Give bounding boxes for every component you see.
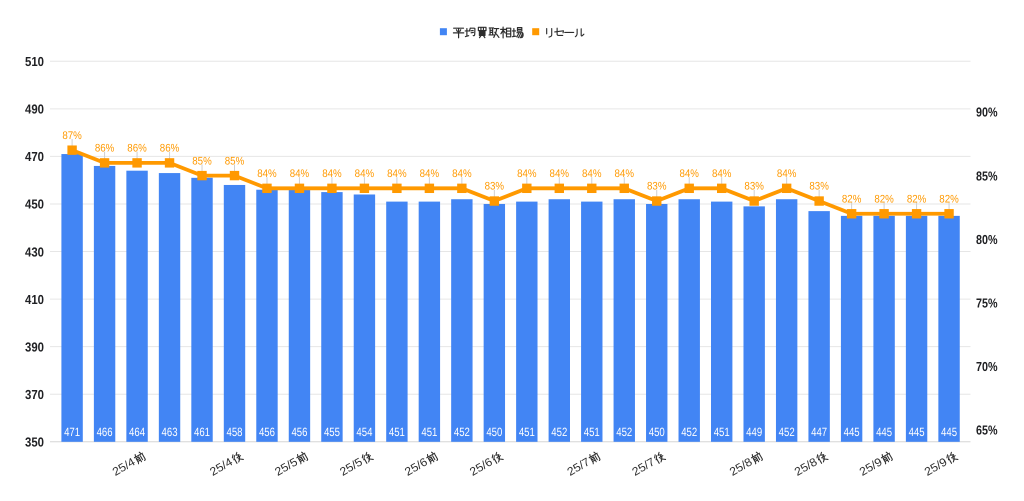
svg-text:86%: 86%	[127, 143, 147, 155]
svg-text:84%: 84%	[290, 168, 310, 180]
svg-text:86%: 86%	[95, 143, 115, 155]
svg-text:84%: 84%	[517, 168, 537, 180]
svg-text:90%: 90%	[976, 105, 998, 120]
svg-text:83%: 83%	[647, 181, 667, 193]
svg-text:84%: 84%	[257, 168, 277, 180]
svg-text:510: 510	[25, 54, 44, 69]
svg-text:445: 445	[909, 425, 925, 439]
svg-text:445: 445	[844, 425, 860, 439]
svg-text:451: 451	[714, 425, 730, 439]
svg-text:450: 450	[649, 425, 665, 439]
svg-text:410: 410	[25, 292, 44, 307]
svg-text:82%: 82%	[907, 193, 927, 205]
svg-text:452: 452	[681, 425, 697, 439]
svg-text:455: 455	[324, 425, 340, 439]
svg-text:456: 456	[291, 425, 307, 439]
svg-text:83%: 83%	[485, 181, 505, 193]
svg-text:85%: 85%	[192, 155, 212, 167]
svg-text:466: 466	[97, 425, 113, 439]
svg-text:84%: 84%	[420, 168, 440, 180]
svg-text:84%: 84%	[712, 168, 732, 180]
svg-text:451: 451	[389, 425, 405, 439]
svg-text:390: 390	[25, 339, 44, 354]
svg-text:370: 370	[25, 387, 44, 402]
svg-text:84%: 84%	[322, 168, 342, 180]
svg-text:84%: 84%	[582, 168, 602, 180]
svg-text:82%: 82%	[939, 193, 959, 205]
svg-text:463: 463	[162, 425, 178, 439]
svg-text:451: 451	[421, 425, 437, 439]
svg-text:84%: 84%	[615, 168, 635, 180]
svg-text:470: 470	[25, 149, 44, 164]
svg-text:70%: 70%	[976, 359, 998, 374]
svg-text:82%: 82%	[874, 193, 894, 205]
svg-text:454: 454	[356, 425, 372, 439]
svg-text:430: 430	[25, 244, 44, 259]
svg-text:65%: 65%	[976, 423, 998, 438]
svg-text:452: 452	[551, 425, 567, 439]
svg-text:452: 452	[779, 425, 795, 439]
svg-text:75%: 75%	[976, 296, 998, 311]
svg-text:456: 456	[259, 425, 275, 439]
svg-text:490: 490	[25, 102, 44, 117]
svg-text:461: 461	[194, 425, 210, 439]
svg-text:458: 458	[227, 425, 243, 439]
svg-text:84%: 84%	[452, 168, 472, 180]
svg-text:447: 447	[811, 425, 827, 439]
svg-text:83%: 83%	[809, 181, 829, 193]
svg-text:350: 350	[25, 435, 44, 450]
svg-text:449: 449	[746, 425, 762, 439]
svg-text:87%: 87%	[62, 130, 82, 142]
svg-text:451: 451	[519, 425, 535, 439]
svg-text:450: 450	[486, 425, 502, 439]
svg-text:84%: 84%	[550, 168, 570, 180]
svg-text:82%: 82%	[842, 193, 862, 205]
svg-text:86%: 86%	[160, 143, 180, 155]
svg-text:471: 471	[64, 425, 80, 439]
svg-text:464: 464	[129, 425, 145, 439]
svg-text:85%: 85%	[225, 155, 245, 167]
svg-text:452: 452	[616, 425, 632, 439]
svg-text:451: 451	[584, 425, 600, 439]
svg-text:84%: 84%	[679, 168, 699, 180]
svg-text:83%: 83%	[744, 181, 764, 193]
svg-text:445: 445	[876, 425, 892, 439]
svg-text:85%: 85%	[976, 168, 998, 183]
svg-text:452: 452	[454, 425, 470, 439]
svg-text:84%: 84%	[355, 168, 375, 180]
svg-text:450: 450	[25, 197, 44, 212]
svg-text:84%: 84%	[777, 168, 797, 180]
svg-text:80%: 80%	[976, 232, 998, 247]
svg-text:445: 445	[941, 425, 957, 439]
svg-text:84%: 84%	[387, 168, 407, 180]
